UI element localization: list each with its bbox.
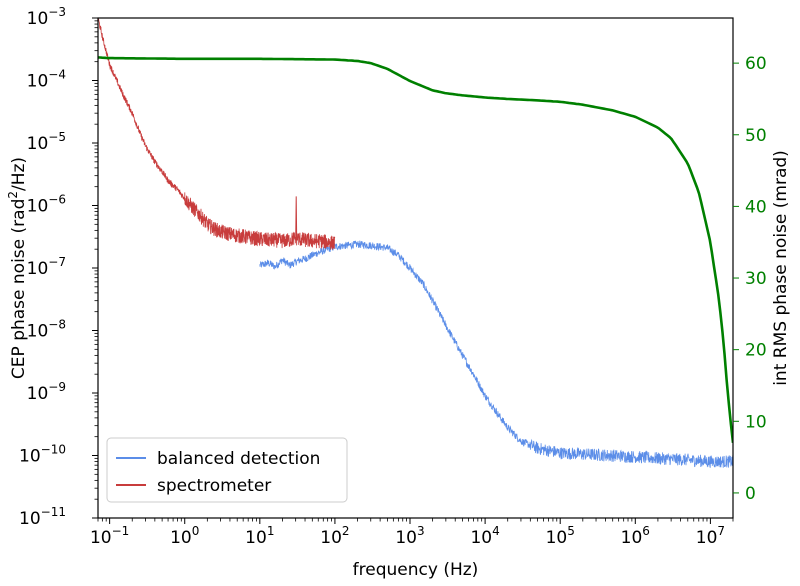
y-tick-label: 10−4 (27, 68, 66, 92)
y2-tick-label: 10 (745, 412, 767, 432)
y-tick-label: 10−3 (27, 5, 66, 29)
y-tick-label: 10−6 (27, 193, 66, 217)
x-tick-label: 106 (621, 524, 650, 548)
series-line-balanced-detection (259, 240, 733, 468)
spectrometer-spike (295, 196, 298, 241)
y-axis-title-prefix: CEP phase noise (rad (9, 199, 29, 379)
y2-tick-label: 50 (745, 126, 767, 146)
y2-tick-label: 60 (745, 54, 767, 74)
y-axis-title: CEP phase noise (rad2/Hz) (6, 157, 29, 379)
y-axis-title-suffix: /Hz) (9, 157, 29, 191)
x-tick-label: 101 (245, 524, 274, 548)
legend: balanced detection spectrometer (106, 437, 348, 503)
series-line-int-rms (98, 56, 733, 443)
x-tick-label: 10−1 (90, 524, 129, 548)
legend-label: balanced detection (157, 449, 320, 469)
y-tick-label: 10−9 (27, 380, 66, 404)
x-tick-label: 105 (546, 524, 575, 548)
y2-tick-label: 20 (745, 341, 767, 361)
legend-label: spectrometer (157, 476, 271, 496)
y-tick-label: 10−7 (27, 255, 66, 279)
y2-axis-title: int RMS phase noise (mrad) (771, 150, 791, 386)
y-axis-right: 0 10 20 30 40 50 60 (733, 54, 767, 504)
x-tick-label: 100 (170, 524, 199, 548)
y-tick-label: 10−8 (27, 318, 66, 342)
x-tick-label: 107 (696, 524, 725, 548)
x-tick-label: 104 (470, 524, 499, 548)
y-axis-title-sup: 2 (6, 191, 20, 199)
x-tick-label: 103 (395, 524, 424, 548)
legend-box (106, 437, 348, 503)
x-axis-title: frequency (Hz) (353, 560, 479, 580)
x-axis: 10−1 100 101 102 103 104 105 106 107 (90, 518, 734, 548)
series-layer (98, 18, 733, 468)
y2-tick-label: 30 (745, 269, 767, 289)
y-tick-label: 10−11 (19, 505, 66, 529)
x-tick-label: 102 (320, 524, 349, 548)
series-line-spectrometer (98, 18, 336, 250)
y2-tick-label: 0 (745, 484, 756, 504)
y-tick-label: 10−10 (19, 443, 66, 467)
y-axis-left: 10−3 10−4 10−5 10−6 10−7 10−8 10−9 10−10 10−11 (19, 5, 98, 529)
y2-tick-label: 40 (745, 197, 767, 217)
y-tick-label: 10−5 (27, 130, 66, 154)
